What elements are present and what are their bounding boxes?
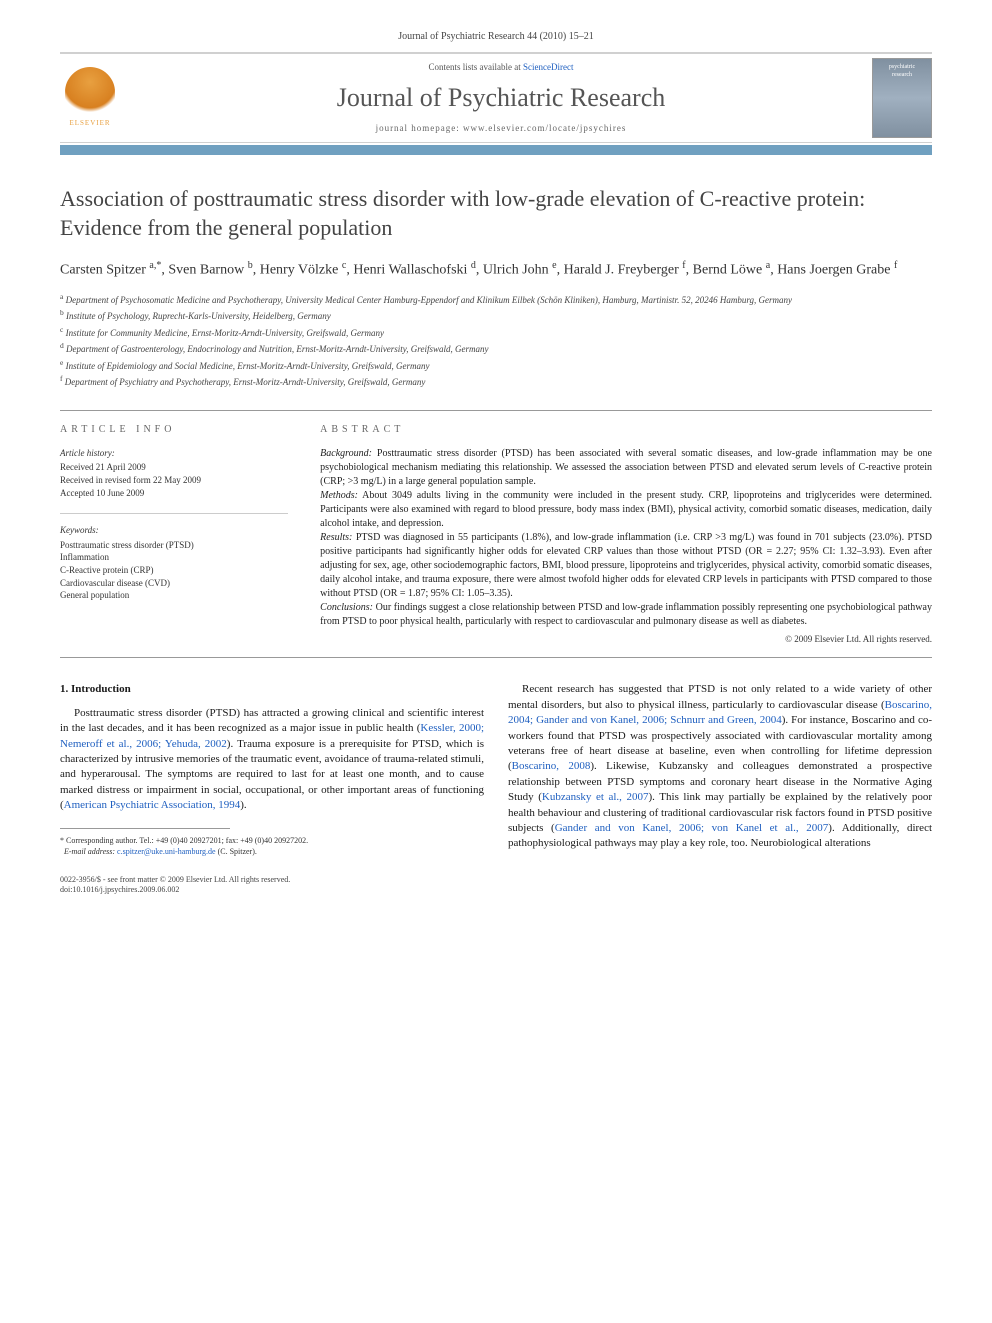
journal-cover-thumbnail: psychiatric research xyxy=(872,58,932,138)
article-history-heading: Article history: xyxy=(60,447,288,460)
publisher-name: ELSEVIER xyxy=(69,119,110,129)
homepage-line: journal homepage: www.elsevier.com/locat… xyxy=(130,122,872,135)
body-text: 1. Introduction Posttraumatic stress dis… xyxy=(60,682,932,857)
affiliations-list: a Department of Psychosomatic Medicine a… xyxy=(60,291,932,390)
abstract-conclusions: Our findings suggest a close relationshi… xyxy=(320,602,932,627)
article-info-heading: ARTICLE INFO xyxy=(60,423,288,437)
keyword: Inflammation xyxy=(60,551,288,564)
keyword: Cardiovascular disease (CVD) xyxy=(60,577,288,590)
corresponding-author-footnote: * Corresponding author. Tel.: +49 (0)40 … xyxy=(60,835,484,857)
abstract-background-label: Background: xyxy=(320,448,372,459)
article-title: Association of posttraumatic stress diso… xyxy=(60,185,932,242)
abstract-heading: ABSTRACT xyxy=(320,423,932,437)
body-paragraph: Posttraumatic stress disorder (PTSD) has… xyxy=(60,706,484,814)
body-paragraph: Recent research has suggested that PTSD … xyxy=(508,682,932,851)
abstract-results: PTSD was diagnosed in 55 participants (1… xyxy=(320,532,932,599)
cover-text-bottom: research xyxy=(892,71,912,79)
abstract-column: ABSTRACT Background: Posttraumatic stres… xyxy=(304,411,932,658)
page-footer-meta: 0022-3956/$ - see front matter © 2009 El… xyxy=(60,875,932,896)
keyword: Posttraumatic stress disorder (PTSD) xyxy=(60,539,288,552)
sciencedirect-link[interactable]: ScienceDirect xyxy=(523,62,573,72)
issn-line: 0022-3956/$ - see front matter © 2009 El… xyxy=(60,875,932,885)
abstract-copyright: © 2009 Elsevier Ltd. All rights reserved… xyxy=(320,633,932,646)
abstract-methods-label: Methods: xyxy=(320,490,358,501)
homepage-url[interactable]: www.elsevier.com/locate/jpsychires xyxy=(463,123,626,133)
abstract-text: Background: Posttraumatic stress disorde… xyxy=(320,447,932,629)
abstract-conclusions-label: Conclusions: xyxy=(320,602,373,613)
cover-text-top: psychiatric xyxy=(889,63,915,71)
keywords-heading: Keywords: xyxy=(60,524,288,537)
authors-list: Carsten Spitzer a,*, Sven Barnow b, Henr… xyxy=(60,258,932,281)
article-meta-block: ARTICLE INFO Article history: Received 2… xyxy=(60,410,932,659)
contents-prefix: Contents lists available at xyxy=(429,62,523,72)
affiliation: d Department of Gastroenterology, Endocr… xyxy=(60,340,932,357)
elsevier-tree-icon xyxy=(65,67,115,117)
revised-date: Received in revised form 22 May 2009 xyxy=(60,474,288,487)
journal-reference: Journal of Psychiatric Research 44 (2010… xyxy=(60,30,932,44)
article-info-column: ARTICLE INFO Article history: Received 2… xyxy=(60,411,304,658)
affiliation: c Institute for Community Medicine, Erns… xyxy=(60,324,932,341)
contents-available-line: Contents lists available at ScienceDirec… xyxy=(130,61,872,74)
keyword: C-Reactive protein (CRP) xyxy=(60,564,288,577)
received-date: Received 21 April 2009 xyxy=(60,461,288,474)
journal-header: ELSEVIER Contents lists available at Sci… xyxy=(60,52,932,143)
body-column-right: Recent research has suggested that PTSD … xyxy=(508,682,932,857)
journal-name: Journal of Psychiatric Research xyxy=(130,80,872,116)
affiliation: f Department of Psychiatry and Psychothe… xyxy=(60,373,932,390)
footnote-separator xyxy=(60,828,230,829)
abstract-methods: About 3049 adults living in the communit… xyxy=(320,490,932,529)
abstract-results-label: Results: xyxy=(320,532,352,543)
affiliation: b Institute of Psychology, Ruprecht-Karl… xyxy=(60,307,932,324)
section-1-heading: 1. Introduction xyxy=(60,682,484,697)
affiliation: e Institute of Epidemiology and Social M… xyxy=(60,357,932,374)
doi-line: doi:10.1016/j.jpsychires.2009.06.002 xyxy=(60,885,932,895)
keyword: General population xyxy=(60,589,288,602)
affiliation: a Department of Psychosomatic Medicine a… xyxy=(60,291,932,308)
accepted-date: Accepted 10 June 2009 xyxy=(60,487,288,500)
abstract-background: Posttraumatic stress disorder (PTSD) has… xyxy=(320,448,932,487)
header-color-bar xyxy=(60,145,932,155)
body-column-left: 1. Introduction Posttraumatic stress dis… xyxy=(60,682,484,857)
publisher-logo: ELSEVIER xyxy=(60,63,120,133)
homepage-prefix: journal homepage: xyxy=(376,123,463,133)
